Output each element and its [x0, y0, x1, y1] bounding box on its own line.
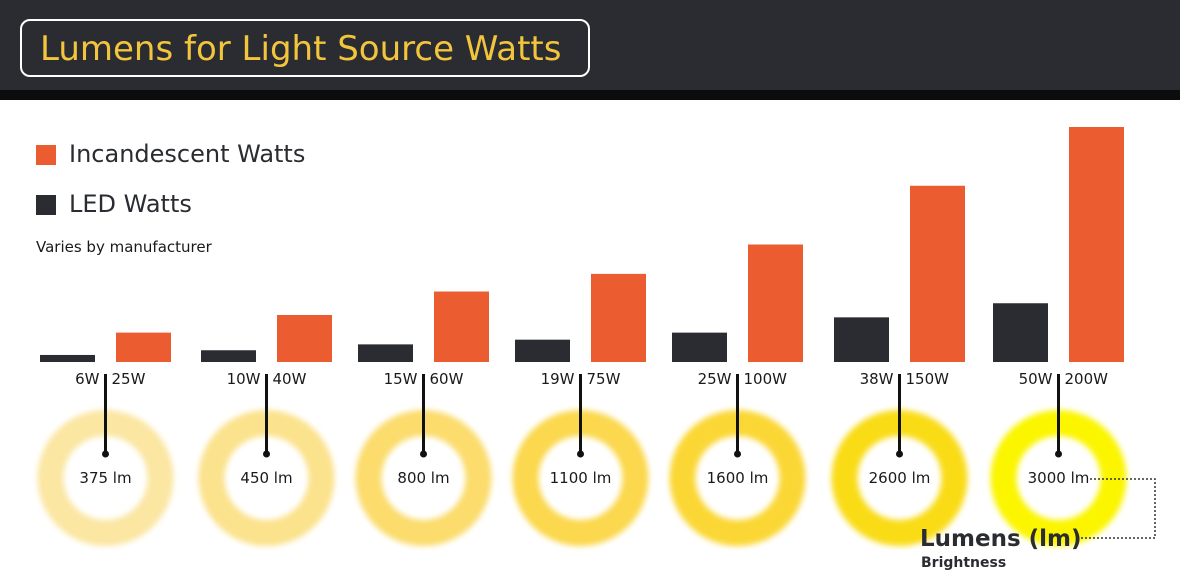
lumen-labels: 375 lm 450 lm 800 lm 1100 lm 1600 lm 2600 lm 3… — [79, 469, 1089, 487]
lumen-label: 2600 lm — [869, 469, 931, 487]
tick-label-led: 15W — [384, 370, 418, 388]
connector-dot — [263, 450, 270, 458]
bar-led — [834, 317, 889, 362]
connector-dot — [896, 450, 903, 458]
connector-dot — [577, 450, 584, 458]
connector-lines — [102, 374, 1062, 458]
tick-label-incandescent: 75W — [587, 370, 621, 388]
bar-incandescent — [748, 244, 803, 362]
tick-label-led: 50W — [1019, 370, 1053, 388]
bar-incandescent — [910, 185, 965, 362]
lumen-label: 3000 lm — [1028, 469, 1090, 487]
connector-dot — [1055, 450, 1062, 458]
bar-led — [515, 339, 570, 362]
bar-led — [993, 303, 1048, 362]
tick-label-incandescent: 100W — [744, 370, 788, 388]
lumen-label: 375 lm — [79, 469, 131, 487]
bar-incandescent — [591, 273, 646, 362]
lumen-label: 450 lm — [240, 469, 292, 487]
tick-label-led: 25W — [698, 370, 732, 388]
tick-label-incandescent: 25W — [112, 370, 146, 388]
legend-swatch-led — [36, 195, 56, 215]
lumens-axis-title: Lumens (lm) — [920, 526, 1082, 552]
connector-dot — [102, 450, 109, 458]
bar-led — [201, 350, 256, 362]
lumen-label: 1600 lm — [707, 469, 769, 487]
bar-incandescent — [1069, 127, 1124, 362]
lumens-bracket — [1080, 478, 1156, 539]
page-title: Lumens for Light Source Watts — [40, 29, 562, 69]
legend-label-led: LED Watts — [69, 190, 192, 218]
connector-dot — [420, 450, 427, 458]
header-bar — [0, 0, 1180, 100]
bar-led — [358, 344, 413, 362]
tick-label-incandescent: 200W — [1065, 370, 1109, 388]
bar-incandescent — [434, 291, 489, 362]
tick-label-led: 6W — [75, 370, 100, 388]
lumens-axis-subtitle: Brightness — [921, 555, 1007, 571]
header-rule — [0, 90, 1180, 100]
bar-labels: 6W 25W 10W 40W 15W 60W 19W 75W 25W 100W 38W 150W 50W… — [75, 370, 1108, 388]
tick-label-led: 19W — [541, 370, 575, 388]
bar-led — [672, 332, 727, 362]
tick-label-led: 38W — [860, 370, 894, 388]
lumen-label: 1100 lm — [550, 469, 612, 487]
legend-swatch-incandescent — [36, 145, 56, 165]
legend-label-incandescent: Incandescent Watts — [69, 140, 306, 168]
manufacturer-note: Varies by manufacturer — [36, 238, 212, 256]
tick-label-incandescent: 40W — [273, 370, 307, 388]
bars — [40, 127, 1124, 362]
lumens-bracket-line — [1080, 478, 1156, 539]
connector-dot — [734, 450, 741, 458]
tick-label-incandescent: 150W — [906, 370, 950, 388]
bar-incandescent — [116, 332, 171, 362]
bar-led — [40, 354, 95, 362]
tick-label-led: 10W — [227, 370, 261, 388]
lumen-label: 800 lm — [397, 469, 449, 487]
title-box: Lumens for Light Source Watts — [20, 19, 590, 77]
tick-label-incandescent: 60W — [430, 370, 464, 388]
bar-incandescent — [277, 315, 332, 362]
